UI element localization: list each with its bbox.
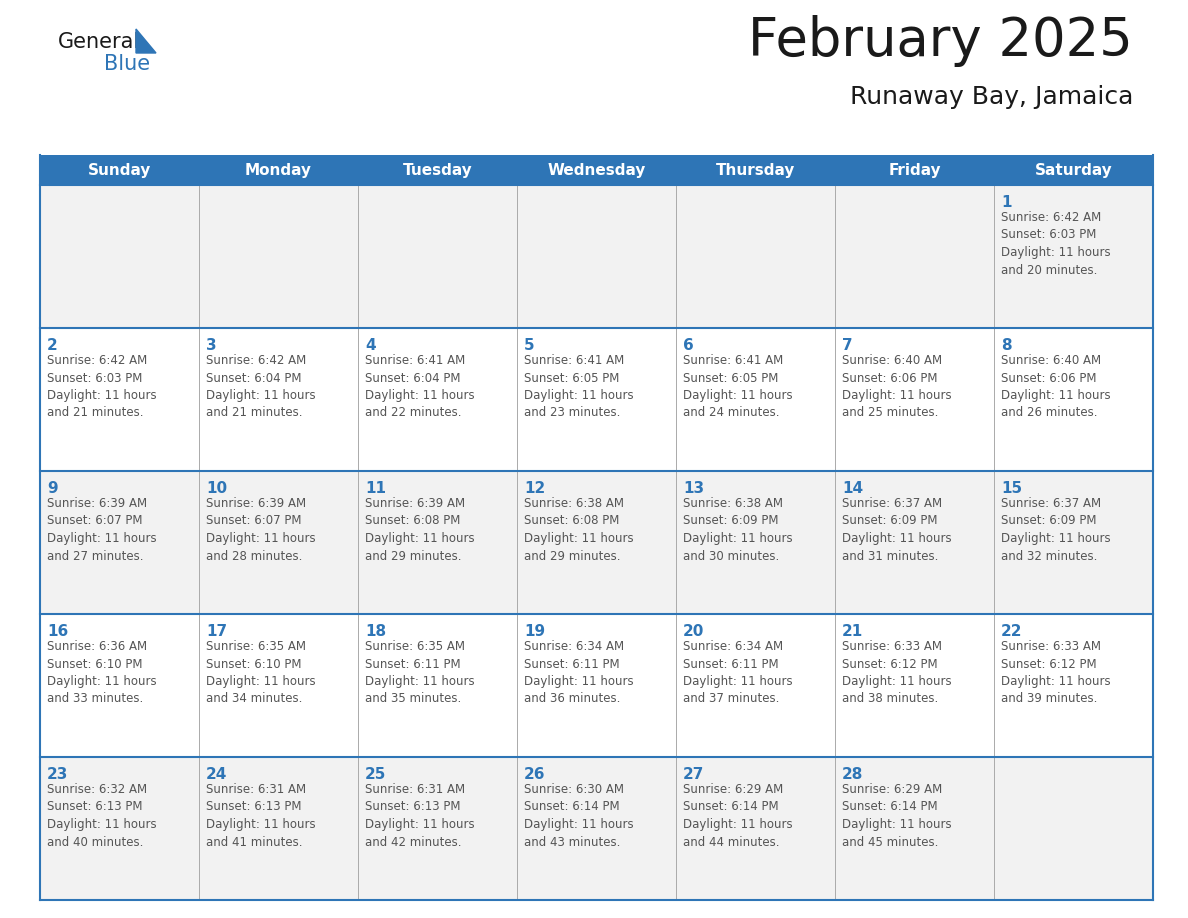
Text: 21: 21 <box>842 624 864 639</box>
Text: Sunrise: 6:39 AM
Sunset: 6:08 PM
Daylight: 11 hours
and 29 minutes.: Sunrise: 6:39 AM Sunset: 6:08 PM Dayligh… <box>365 497 475 563</box>
Text: Sunrise: 6:39 AM
Sunset: 6:07 PM
Daylight: 11 hours
and 28 minutes.: Sunrise: 6:39 AM Sunset: 6:07 PM Dayligh… <box>206 497 316 563</box>
Text: Sunrise: 6:42 AM
Sunset: 6:04 PM
Daylight: 11 hours
and 21 minutes.: Sunrise: 6:42 AM Sunset: 6:04 PM Dayligh… <box>206 354 316 420</box>
Polygon shape <box>135 29 156 53</box>
Text: 28: 28 <box>842 767 864 782</box>
Text: 3: 3 <box>206 338 216 353</box>
Text: Sunrise: 6:42 AM
Sunset: 6:03 PM
Daylight: 11 hours
and 20 minutes.: Sunrise: 6:42 AM Sunset: 6:03 PM Dayligh… <box>1001 211 1111 276</box>
Text: 11: 11 <box>365 481 386 496</box>
Text: 9: 9 <box>48 481 58 496</box>
Bar <box>40 328 1154 471</box>
Text: 19: 19 <box>524 624 545 639</box>
Text: Sunrise: 6:39 AM
Sunset: 6:07 PM
Daylight: 11 hours
and 27 minutes.: Sunrise: 6:39 AM Sunset: 6:07 PM Dayligh… <box>48 497 157 563</box>
Text: Thursday: Thursday <box>716 162 795 177</box>
Text: Saturday: Saturday <box>1035 162 1112 177</box>
Text: 4: 4 <box>365 338 375 353</box>
Text: General: General <box>58 32 140 52</box>
Bar <box>40 471 1154 614</box>
Text: Tuesday: Tuesday <box>403 162 473 177</box>
Text: Sunrise: 6:29 AM
Sunset: 6:14 PM
Daylight: 11 hours
and 44 minutes.: Sunrise: 6:29 AM Sunset: 6:14 PM Dayligh… <box>683 783 792 848</box>
Text: 18: 18 <box>365 624 386 639</box>
Text: Sunrise: 6:31 AM
Sunset: 6:13 PM
Daylight: 11 hours
and 42 minutes.: Sunrise: 6:31 AM Sunset: 6:13 PM Dayligh… <box>365 783 475 848</box>
Bar <box>40 185 1154 328</box>
Text: 17: 17 <box>206 624 227 639</box>
Text: Sunrise: 6:40 AM
Sunset: 6:06 PM
Daylight: 11 hours
and 26 minutes.: Sunrise: 6:40 AM Sunset: 6:06 PM Dayligh… <box>1001 354 1111 420</box>
Text: Monday: Monday <box>245 162 312 177</box>
Text: Sunrise: 6:35 AM
Sunset: 6:11 PM
Daylight: 11 hours
and 35 minutes.: Sunrise: 6:35 AM Sunset: 6:11 PM Dayligh… <box>365 640 475 706</box>
Text: 12: 12 <box>524 481 545 496</box>
Text: Sunrise: 6:41 AM
Sunset: 6:04 PM
Daylight: 11 hours
and 22 minutes.: Sunrise: 6:41 AM Sunset: 6:04 PM Dayligh… <box>365 354 475 420</box>
Text: 27: 27 <box>683 767 704 782</box>
Bar <box>40 614 1154 757</box>
Text: Sunrise: 6:38 AM
Sunset: 6:08 PM
Daylight: 11 hours
and 29 minutes.: Sunrise: 6:38 AM Sunset: 6:08 PM Dayligh… <box>524 497 633 563</box>
Text: 25: 25 <box>365 767 386 782</box>
Text: 14: 14 <box>842 481 864 496</box>
Text: Sunday: Sunday <box>88 162 151 177</box>
Text: 8: 8 <box>1001 338 1012 353</box>
Text: 6: 6 <box>683 338 694 353</box>
Text: Friday: Friday <box>889 162 941 177</box>
Text: Sunrise: 6:42 AM
Sunset: 6:03 PM
Daylight: 11 hours
and 21 minutes.: Sunrise: 6:42 AM Sunset: 6:03 PM Dayligh… <box>48 354 157 420</box>
Text: 26: 26 <box>524 767 545 782</box>
Text: Sunrise: 6:36 AM
Sunset: 6:10 PM
Daylight: 11 hours
and 33 minutes.: Sunrise: 6:36 AM Sunset: 6:10 PM Dayligh… <box>48 640 157 706</box>
Text: Sunrise: 6:32 AM
Sunset: 6:13 PM
Daylight: 11 hours
and 40 minutes.: Sunrise: 6:32 AM Sunset: 6:13 PM Dayligh… <box>48 783 157 848</box>
Text: Blue: Blue <box>105 54 150 74</box>
Text: Sunrise: 6:35 AM
Sunset: 6:10 PM
Daylight: 11 hours
and 34 minutes.: Sunrise: 6:35 AM Sunset: 6:10 PM Dayligh… <box>206 640 316 706</box>
Text: 2: 2 <box>48 338 58 353</box>
Text: 13: 13 <box>683 481 704 496</box>
Text: 5: 5 <box>524 338 535 353</box>
Text: Sunrise: 6:41 AM
Sunset: 6:05 PM
Daylight: 11 hours
and 24 minutes.: Sunrise: 6:41 AM Sunset: 6:05 PM Dayligh… <box>683 354 792 420</box>
Text: Sunrise: 6:34 AM
Sunset: 6:11 PM
Daylight: 11 hours
and 37 minutes.: Sunrise: 6:34 AM Sunset: 6:11 PM Dayligh… <box>683 640 792 706</box>
Text: 16: 16 <box>48 624 68 639</box>
Text: 20: 20 <box>683 624 704 639</box>
Text: Sunrise: 6:33 AM
Sunset: 6:12 PM
Daylight: 11 hours
and 39 minutes.: Sunrise: 6:33 AM Sunset: 6:12 PM Dayligh… <box>1001 640 1111 706</box>
Text: Sunrise: 6:40 AM
Sunset: 6:06 PM
Daylight: 11 hours
and 25 minutes.: Sunrise: 6:40 AM Sunset: 6:06 PM Dayligh… <box>842 354 952 420</box>
Text: Sunrise: 6:30 AM
Sunset: 6:14 PM
Daylight: 11 hours
and 43 minutes.: Sunrise: 6:30 AM Sunset: 6:14 PM Dayligh… <box>524 783 633 848</box>
Text: 1: 1 <box>1001 195 1011 210</box>
Text: Sunrise: 6:38 AM
Sunset: 6:09 PM
Daylight: 11 hours
and 30 minutes.: Sunrise: 6:38 AM Sunset: 6:09 PM Dayligh… <box>683 497 792 563</box>
Text: Sunrise: 6:37 AM
Sunset: 6:09 PM
Daylight: 11 hours
and 32 minutes.: Sunrise: 6:37 AM Sunset: 6:09 PM Dayligh… <box>1001 497 1111 563</box>
Text: February 2025: February 2025 <box>748 15 1133 67</box>
Text: Wednesday: Wednesday <box>548 162 646 177</box>
Text: 23: 23 <box>48 767 69 782</box>
Text: 22: 22 <box>1001 624 1023 639</box>
Text: 24: 24 <box>206 767 227 782</box>
Text: Runaway Bay, Jamaica: Runaway Bay, Jamaica <box>849 85 1133 109</box>
Bar <box>40 155 1154 185</box>
Text: Sunrise: 6:29 AM
Sunset: 6:14 PM
Daylight: 11 hours
and 45 minutes.: Sunrise: 6:29 AM Sunset: 6:14 PM Dayligh… <box>842 783 952 848</box>
Text: Sunrise: 6:41 AM
Sunset: 6:05 PM
Daylight: 11 hours
and 23 minutes.: Sunrise: 6:41 AM Sunset: 6:05 PM Dayligh… <box>524 354 633 420</box>
Text: 7: 7 <box>842 338 853 353</box>
Text: Sunrise: 6:34 AM
Sunset: 6:11 PM
Daylight: 11 hours
and 36 minutes.: Sunrise: 6:34 AM Sunset: 6:11 PM Dayligh… <box>524 640 633 706</box>
Text: 15: 15 <box>1001 481 1022 496</box>
Bar <box>40 757 1154 900</box>
Text: 10: 10 <box>206 481 227 496</box>
Text: Sunrise: 6:31 AM
Sunset: 6:13 PM
Daylight: 11 hours
and 41 minutes.: Sunrise: 6:31 AM Sunset: 6:13 PM Dayligh… <box>206 783 316 848</box>
Text: Sunrise: 6:37 AM
Sunset: 6:09 PM
Daylight: 11 hours
and 31 minutes.: Sunrise: 6:37 AM Sunset: 6:09 PM Dayligh… <box>842 497 952 563</box>
Text: Sunrise: 6:33 AM
Sunset: 6:12 PM
Daylight: 11 hours
and 38 minutes.: Sunrise: 6:33 AM Sunset: 6:12 PM Dayligh… <box>842 640 952 706</box>
